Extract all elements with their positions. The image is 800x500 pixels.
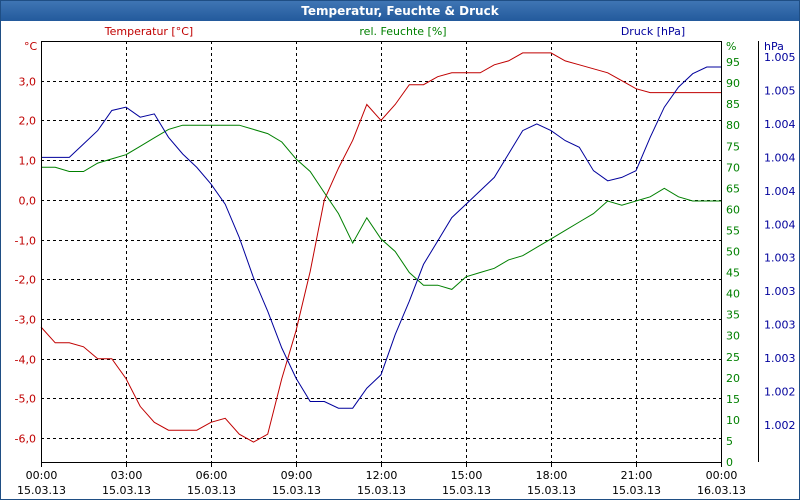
pressure-series-label: Druck [hPa]: [621, 25, 685, 38]
humidity-tick-label: 45: [726, 267, 740, 280]
temperature-tick-label: 2,0: [19, 115, 37, 128]
temperature-tick-label: -4,0: [15, 354, 36, 367]
humidity-tick-label: 65: [726, 182, 740, 195]
humidity-tick-label: 40: [726, 288, 740, 301]
pressure-tick-label: 1.002: [764, 386, 796, 399]
x-tick-label-date: 15.03.13: [357, 484, 406, 497]
x-tick-label-time: 00:00: [26, 469, 58, 482]
temperature-tick-label: -3,0: [15, 314, 36, 327]
humidity-tick-label: 95: [726, 56, 740, 69]
pressure-tick-label: 1.003: [764, 352, 796, 365]
pressure-tick-label: 1.004: [764, 151, 796, 164]
humidity-tick-label: 85: [726, 98, 740, 111]
temperature-tick-label: -2,0: [15, 274, 36, 287]
pressure-tick-label: 1.003: [764, 252, 796, 265]
humidity-tick-label: 10: [726, 414, 740, 427]
temperature-tick-label: -6,0: [15, 433, 36, 446]
humidity-tick-label: 30: [726, 330, 740, 343]
humidity-tick-label: 70: [726, 161, 740, 174]
x-tick-label-date: 15.03.13: [187, 484, 236, 497]
humidity-series-label: rel. Feuchte [%]: [359, 25, 446, 38]
series-lines: [40, 52, 721, 443]
x-tick-label-time: 21:00: [621, 469, 653, 482]
x-tick-label-time: 09:00: [281, 469, 313, 482]
humidity-tick-label: 35: [726, 309, 740, 322]
x-tick-label-date: 16.03.13: [697, 484, 746, 497]
temperature-tick-label: 0,0: [19, 195, 37, 208]
tick-labels: 00:00 15.03.13 03:00 15.03.13 06:00 15.03.13 0…: [15, 25, 796, 497]
x-tick-label-date: 15.03.13: [102, 484, 151, 497]
temperature-tick-label: -1,0: [15, 235, 36, 248]
humidity-tick-label: 0: [726, 456, 733, 469]
humidity-tick-label: 20: [726, 372, 740, 385]
series-line-humidity: [41, 124, 721, 290]
humidity-tick-label: 25: [726, 351, 740, 364]
series-line-pressure: [41, 66, 721, 409]
series-line-temperature: [40, 52, 721, 443]
x-tick-label-time: 12:00: [366, 469, 398, 482]
pressure-tick-label: 1.004: [764, 185, 796, 198]
x-tick-label-date: 15.03.13: [272, 484, 321, 497]
pressure-tick-label: 1.004: [764, 118, 796, 131]
x-tick-label-date: 15.03.13: [527, 484, 576, 497]
pressure-tick-label: 1.003: [764, 319, 796, 332]
x-tick-label-date: 15.03.13: [17, 484, 66, 497]
pressure-tick-label: 1.005: [764, 51, 796, 64]
temperature-tick-label: 3,0: [19, 76, 37, 89]
humidity-tick-label: 50: [726, 246, 740, 259]
pressure-tick-label: 1.002: [764, 419, 796, 432]
chart-title: Temperatur, Feuchte & Druck: [1, 1, 799, 21]
humidity-tick-label: 55: [726, 224, 740, 237]
x-tick-label-date: 15.03.13: [442, 484, 491, 497]
pressure-unit-label: hPa: [764, 40, 784, 53]
x-tick-label-time: 15:00: [451, 469, 483, 482]
pressure-tick-label: 1.004: [764, 218, 796, 231]
temperature-series-label: Temperatur [°C]: [104, 25, 193, 38]
x-tick-label-time: 00:00: [706, 469, 738, 482]
axes: [41, 41, 759, 467]
temperature-unit-label: °C: [24, 40, 38, 53]
temperature-tick-label: 1,0: [19, 155, 37, 168]
humidity-tick-label: 60: [726, 203, 740, 216]
humidity-tick-label: 5: [726, 435, 733, 448]
x-tick-label-date: 15.03.13: [612, 484, 661, 497]
humidity-tick-label: 15: [726, 393, 740, 406]
humidity-tick-label: 80: [726, 119, 740, 132]
humidity-unit-label: %: [726, 40, 736, 53]
x-tick-label-time: 03:00: [111, 469, 143, 482]
humidity-tick-label: 75: [726, 140, 740, 153]
humidity-tick-label: 90: [726, 77, 740, 90]
pressure-tick-label: 1.005: [764, 84, 796, 97]
x-tick-label-time: 06:00: [196, 469, 228, 482]
pressure-tick-label: 1.003: [764, 285, 796, 298]
temperature-tick-label: -5,0: [15, 393, 36, 406]
x-tick-label-time: 18:00: [536, 469, 568, 482]
